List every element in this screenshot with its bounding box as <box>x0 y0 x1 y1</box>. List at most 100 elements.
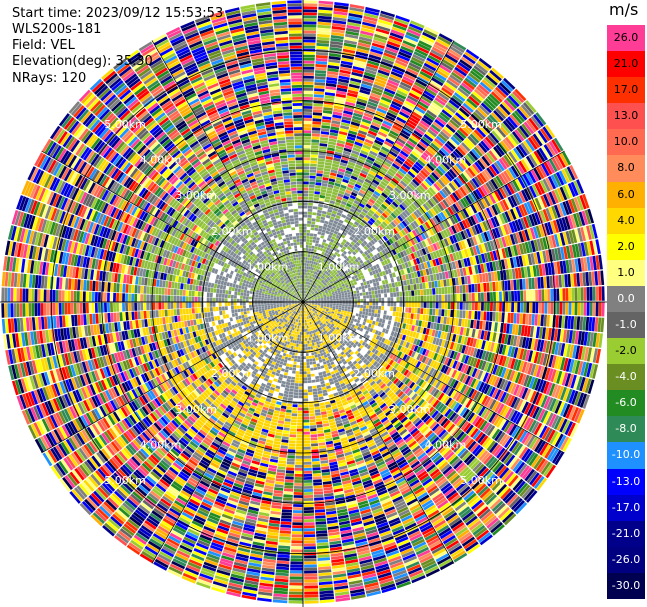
gate-cell <box>343 110 353 116</box>
gate-cell <box>317 231 322 235</box>
gate-cell <box>321 302 324 305</box>
gate-cell <box>495 312 499 322</box>
gate-cell <box>310 263 313 267</box>
gate-cell <box>356 101 367 107</box>
gate-cell <box>312 124 321 128</box>
gate-cell <box>312 115 322 119</box>
gate-cell <box>443 316 447 324</box>
gate-cell <box>376 285 381 290</box>
gate-cell <box>423 295 427 302</box>
gate-cell <box>347 92 358 98</box>
gate-cell <box>334 182 341 187</box>
gate-cell <box>306 236 310 239</box>
gate-cell <box>317 164 325 168</box>
gate-cell <box>351 285 356 289</box>
gate-cell <box>303 166 310 170</box>
gate-cell <box>311 273 314 277</box>
gate-cell <box>428 281 432 289</box>
gate-cell <box>319 140 328 144</box>
gate-cell <box>331 163 340 168</box>
gate-cell <box>328 56 341 61</box>
gate-cell <box>549 315 553 328</box>
gate-cell <box>378 306 382 310</box>
gate-cell <box>347 161 356 167</box>
gate-cell <box>317 18 332 23</box>
gate-cell <box>328 206 334 210</box>
gate-cell <box>305 260 308 263</box>
gate-cell <box>529 302 533 313</box>
gate-cell <box>471 284 475 293</box>
gate-cell <box>378 293 382 298</box>
gate-cell <box>580 302 584 316</box>
gate-cell <box>315 70 327 74</box>
gate-cell <box>565 288 569 301</box>
gate-cell <box>312 118 322 122</box>
gate-cell <box>568 302 572 315</box>
gate-cell <box>306 232 310 236</box>
gate-cell <box>303 175 310 179</box>
gate-cell <box>310 154 318 158</box>
gate-cell <box>372 294 376 299</box>
gate-cell <box>327 208 333 213</box>
gate-cell <box>341 293 345 296</box>
gate-cell <box>353 290 357 294</box>
gate-cell <box>432 308 436 316</box>
gate-cell <box>352 147 361 153</box>
gate-cell <box>313 91 325 95</box>
gate-cell <box>432 302 436 309</box>
gate-cell <box>321 119 331 123</box>
gate-cell <box>465 310 469 319</box>
gate-cell <box>359 289 363 293</box>
gate-cell <box>303 214 308 218</box>
gate-cell <box>310 160 318 164</box>
gate-cell <box>317 24 331 29</box>
gate-cell <box>383 310 387 315</box>
gate-cell <box>318 3 333 8</box>
gate-cell <box>365 308 369 313</box>
gate-cell <box>477 311 481 320</box>
gate-cell <box>591 317 596 332</box>
gate-cell <box>304 287 306 291</box>
gate-cell <box>444 302 448 309</box>
gate-cell <box>389 287 393 293</box>
gate-cell <box>362 115 373 122</box>
gate-cell <box>384 279 389 285</box>
gate-cell <box>305 290 308 294</box>
gate-cell <box>431 281 435 288</box>
gate-cell <box>544 289 548 301</box>
gate-cell <box>423 308 427 315</box>
gate-cell <box>359 308 363 312</box>
gate-cell <box>306 229 311 233</box>
gate-cell <box>344 306 348 309</box>
gate-cell <box>371 312 375 317</box>
gate-cell <box>523 302 527 313</box>
gate-cell <box>367 60 380 67</box>
gate-cell <box>343 290 347 293</box>
gate-cell <box>303 293 305 296</box>
gate-cell <box>303 0 318 4</box>
gate-cell <box>355 138 364 144</box>
gate-cell <box>525 313 529 325</box>
gate-cell <box>484 302 487 311</box>
gate-cell <box>432 288 436 295</box>
gate-cell <box>393 306 397 312</box>
gate-cell <box>304 269 307 272</box>
gate-cell <box>303 15 317 19</box>
gate-cell <box>344 36 358 42</box>
gate-cell <box>522 313 526 325</box>
gate-cell <box>480 283 484 292</box>
gate-cell <box>303 57 315 61</box>
gate-cell <box>387 306 391 311</box>
gate-cell <box>369 298 373 302</box>
gate-cell <box>343 45 356 51</box>
gate-cell <box>303 284 305 287</box>
gate-cell <box>318 6 333 11</box>
gate-cell <box>425 314 429 322</box>
gate-cell <box>355 313 359 317</box>
gate-cell <box>303 12 317 16</box>
gate-cell <box>468 284 472 293</box>
gate-cell <box>326 227 331 232</box>
gate-cell <box>303 42 316 46</box>
gate-cell <box>317 256 320 260</box>
gate-cell <box>577 287 581 301</box>
